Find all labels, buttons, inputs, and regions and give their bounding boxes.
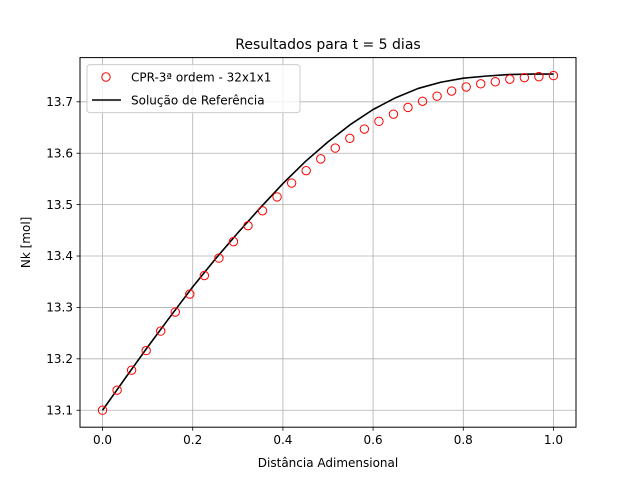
data-point-cpr	[490, 77, 500, 87]
x-tick-label: 0.2	[183, 433, 202, 447]
grid	[80, 57, 576, 428]
data-point-cpr	[519, 72, 530, 83]
data-point-cpr	[461, 82, 471, 92]
data-point-cpr	[228, 236, 239, 247]
data-point-cpr	[286, 178, 297, 188]
y-tick-label: 13.3	[46, 301, 73, 315]
series-layer	[97, 70, 559, 415]
chart-title: Resultados para t = 5 dias	[235, 37, 420, 53]
y-tick-label: 13.5	[46, 198, 73, 212]
data-point-cpr	[257, 206, 268, 216]
y-tick-label: 13.6	[46, 146, 73, 160]
x-axis-label: Distância Adimensional	[258, 456, 398, 470]
data-point-cpr	[446, 86, 457, 96]
series-line-reference	[101, 73, 554, 411]
x-tick-label: 0.6	[364, 433, 383, 447]
y-tick-label: 13.2	[46, 352, 73, 366]
data-point-cpr	[243, 220, 253, 231]
data-point-cpr	[199, 270, 210, 281]
data-point-cpr	[301, 165, 311, 176]
data-point-cpr	[126, 365, 137, 375]
legend-label-cpr: CPR-3ª ordem - 32x1x1	[131, 71, 271, 85]
legend: CPR-3ª ordem - 32x1x1 Solução de Referên…	[86, 64, 301, 114]
data-point-cpr	[214, 253, 224, 263]
x-tick-label: 0.0	[93, 433, 112, 447]
data-point-cpr	[505, 74, 515, 84]
x-tick-label: 0.4	[273, 433, 292, 447]
y-tick-label: 13.1	[46, 403, 73, 417]
y-tick-label: 13.7	[46, 95, 73, 109]
data-point-cpr	[185, 289, 195, 299]
data-point-cpr	[432, 91, 442, 101]
x-tick-label: 0.8	[454, 433, 473, 447]
ticks: 0.0 0.2 0.4 0.6 0.8 1.0 13.1 13.2 13.3 13.4 13.5 13…	[46, 95, 563, 447]
legend-box	[86, 64, 301, 114]
data-point-cpr	[476, 79, 486, 89]
data-point-cpr	[345, 133, 355, 144]
data-point-cpr	[403, 102, 413, 113]
data-point-cpr	[359, 124, 370, 134]
data-point-cpr	[388, 109, 399, 119]
data-point-cpr	[97, 405, 108, 415]
data-point-cpr	[170, 307, 180, 317]
data-point-cpr	[156, 326, 166, 336]
legend-marker-cpr	[101, 72, 111, 82]
data-point-cpr	[417, 96, 428, 106]
y-axis-label: Nk [mol]	[19, 217, 33, 268]
data-point-cpr	[534, 71, 544, 82]
legend-label-reference: Solução de Referência	[131, 94, 265, 108]
data-point-cpr	[272, 192, 282, 202]
plot-frame	[79, 57, 577, 428]
data-point-cpr	[548, 70, 559, 81]
y-tick-label: 13.4	[46, 249, 73, 263]
data-point-cpr	[141, 345, 151, 356]
x-tick-label: 1.0	[544, 433, 563, 447]
data-point-cpr	[374, 116, 384, 127]
data-point-cpr	[112, 385, 122, 395]
data-point-cpr	[316, 154, 326, 164]
data-point-cpr	[330, 143, 340, 153]
